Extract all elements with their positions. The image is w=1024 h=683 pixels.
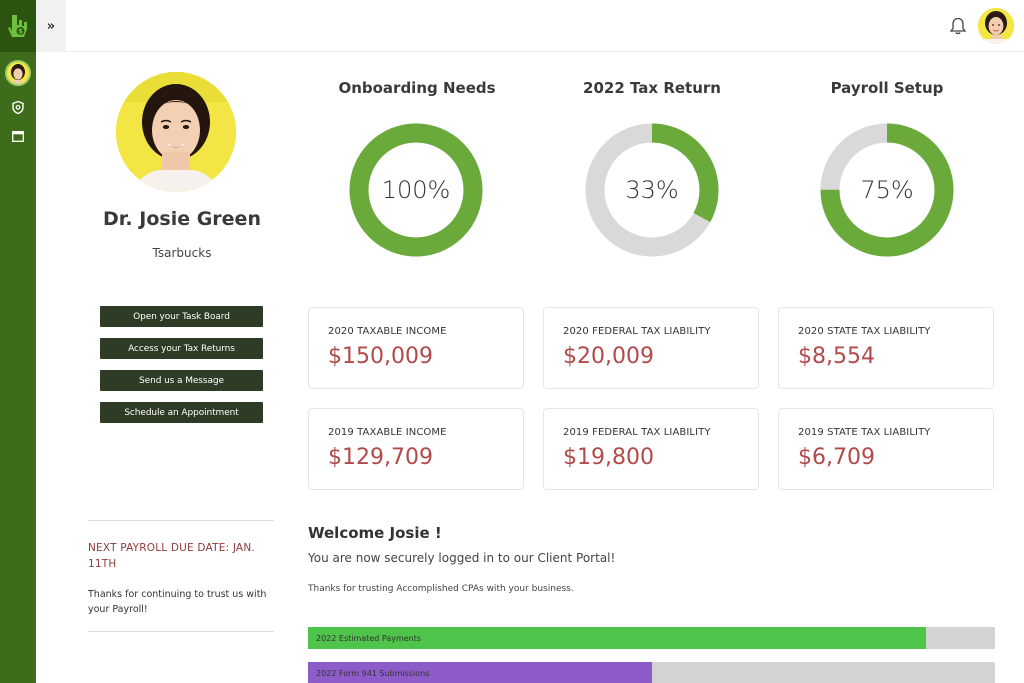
divider: [88, 631, 274, 632]
onboarding-needs-percent: 100%: [381, 176, 451, 204]
donut-arc: [820, 123, 954, 257]
welcome-subtitle: You are now securely logged in to our Cl…: [308, 551, 616, 565]
card-2020-state-tax-liability: 2020 STATE TAX LIABILITY $8,554: [778, 307, 994, 389]
profile-avatar: [116, 72, 236, 192]
card-value: $6,709: [798, 445, 875, 470]
card-2020-federal-tax-liability: 2020 FEDERAL TAX LIABILITY $20,009: [543, 307, 759, 389]
card-label: 2020 TAXABLE INCOME: [328, 326, 447, 337]
card-value: $20,009: [563, 344, 654, 369]
open-task-board-button[interactable]: Open your Task Board: [100, 306, 263, 327]
card-value: $19,800: [563, 445, 654, 470]
shield-icon[interactable]: [11, 100, 25, 114]
card-2019-federal-tax-liability: 2019 FEDERAL TAX LIABILITY $19,800: [543, 408, 759, 490]
divider: [88, 520, 274, 521]
welcome-title: Welcome Josie !: [308, 524, 442, 542]
card-label: 2020 STATE TAX LIABILITY: [798, 326, 931, 337]
welcome-thanks: Thanks for trusting Accomplished CPAs wi…: [308, 584, 574, 594]
schedule-appointment-button[interactable]: Schedule an Appointment: [100, 402, 263, 423]
donut-arc: [585, 123, 719, 257]
donut-arc: [349, 123, 483, 257]
user-avatar[interactable]: [978, 8, 1014, 44]
top-bar: [66, 0, 1024, 52]
avatar-icon: [7, 62, 29, 84]
tax-return-title: 2022 Tax Return: [583, 79, 721, 97]
card-2019-taxable-income: 2019 TAXABLE INCOME $129,709: [308, 408, 524, 490]
card-label: 2020 FEDERAL TAX LIABILITY: [563, 326, 711, 337]
avatar-icon: [978, 8, 1014, 44]
card-2019-state-tax-liability: 2019 STATE TAX LIABILITY $6,709: [778, 408, 994, 490]
card-label: 2019 FEDERAL TAX LIABILITY: [563, 427, 711, 438]
payroll-note: Thanks for continuing to trust us with y…: [88, 589, 267, 615]
progress-fill: [308, 627, 927, 649]
progress-fill: [308, 662, 652, 683]
profile-name: Dr. Josie Green: [103, 208, 261, 230]
app-logo[interactable]: $: [0, 0, 36, 52]
card-value: $150,009: [328, 344, 433, 369]
form-941-submissions-progress: 2022 Form 941 Submissions: [308, 662, 995, 683]
payroll-due-date: NEXT PAYROLL DUE DATE: JAN. 11TH: [88, 542, 255, 570]
tax-return-percent: 33%: [625, 176, 679, 204]
card-label: 2019 TAXABLE INCOME: [328, 427, 447, 438]
estimated-payments-progress: 2022 Estimated Payments: [308, 627, 995, 649]
card-label: 2019 STATE TAX LIABILITY: [798, 427, 931, 438]
card-value: $129,709: [328, 445, 433, 470]
svg-text:$: $: [18, 28, 23, 36]
sidebar: $: [0, 0, 36, 683]
bell-icon[interactable]: [948, 16, 968, 36]
send-message-button[interactable]: Send us a Message: [100, 370, 263, 391]
sidebar-expand-button[interactable]: »: [36, 0, 66, 52]
payroll-setup-donut: [820, 123, 954, 257]
onboarding-needs-title: Onboarding Needs: [338, 79, 496, 97]
hand-dollar-logo-icon: $: [8, 15, 27, 37]
tax-return-donut: [585, 123, 719, 257]
card-2020-taxable-income: 2020 TAXABLE INCOME $150,009: [308, 307, 524, 389]
progress-label: 2022 Estimated Payments: [316, 633, 422, 643]
rail-avatar[interactable]: [5, 60, 31, 86]
calendar-icon[interactable]: [11, 129, 25, 143]
payroll-setup-title: Payroll Setup: [830, 79, 944, 97]
profile-company: Tsarbucks: [152, 246, 212, 260]
payroll-setup-percent: 75%: [860, 176, 914, 204]
progress-label: 2022 Form 941 Submissions: [316, 668, 430, 678]
profile-photo-icon: [116, 72, 236, 192]
onboarding-needs-donut: [349, 123, 483, 257]
card-value: $8,554: [798, 344, 875, 369]
access-tax-returns-button[interactable]: Access your Tax Returns: [100, 338, 263, 359]
